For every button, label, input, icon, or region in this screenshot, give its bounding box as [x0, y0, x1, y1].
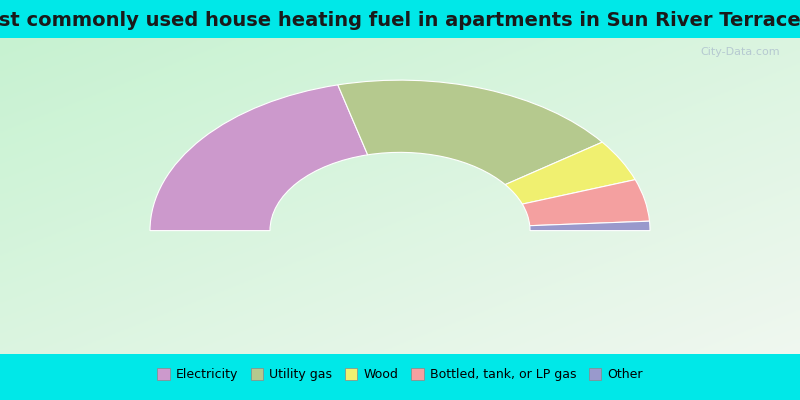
Text: Most commonly used house heating fuel in apartments in Sun River Terrace, IL: Most commonly used house heating fuel in… [0, 11, 800, 30]
Text: City-Data.com: City-Data.com [700, 48, 780, 58]
Wedge shape [505, 142, 635, 204]
Wedge shape [522, 180, 650, 226]
Wedge shape [338, 80, 602, 185]
Wedge shape [530, 221, 650, 231]
Wedge shape [150, 85, 368, 231]
Legend: Electricity, Utility gas, Wood, Bottled, tank, or LP gas, Other: Electricity, Utility gas, Wood, Bottled,… [152, 363, 648, 386]
